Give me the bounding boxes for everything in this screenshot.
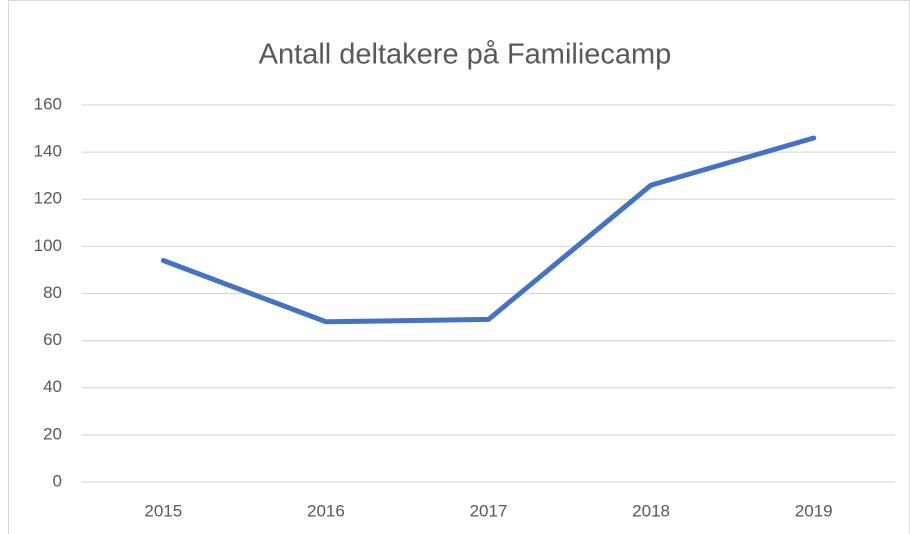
y-tick-label: 160 bbox=[34, 94, 62, 113]
x-tick-label: 2018 bbox=[632, 501, 670, 520]
y-tick-label: 40 bbox=[43, 377, 62, 396]
data-line bbox=[160, 135, 817, 325]
x-tick-label: 2016 bbox=[307, 501, 345, 520]
y-tick-label: 80 bbox=[43, 283, 62, 302]
x-tick-label: 2015 bbox=[144, 501, 182, 520]
y-tick-label: 20 bbox=[43, 424, 62, 443]
y-tick-label: 140 bbox=[34, 142, 62, 161]
chart-border bbox=[8, 0, 910, 534]
x-tick-label: 2019 bbox=[795, 501, 833, 520]
y-tick-label: 60 bbox=[43, 330, 62, 349]
y-tick-label: 0 bbox=[53, 471, 62, 490]
chart-title: Antall deltakere på Familiecamp bbox=[259, 39, 672, 71]
y-tick-label: 120 bbox=[34, 189, 62, 208]
y-tick-label: 100 bbox=[34, 236, 62, 255]
x-tick-label: 2017 bbox=[470, 501, 508, 520]
